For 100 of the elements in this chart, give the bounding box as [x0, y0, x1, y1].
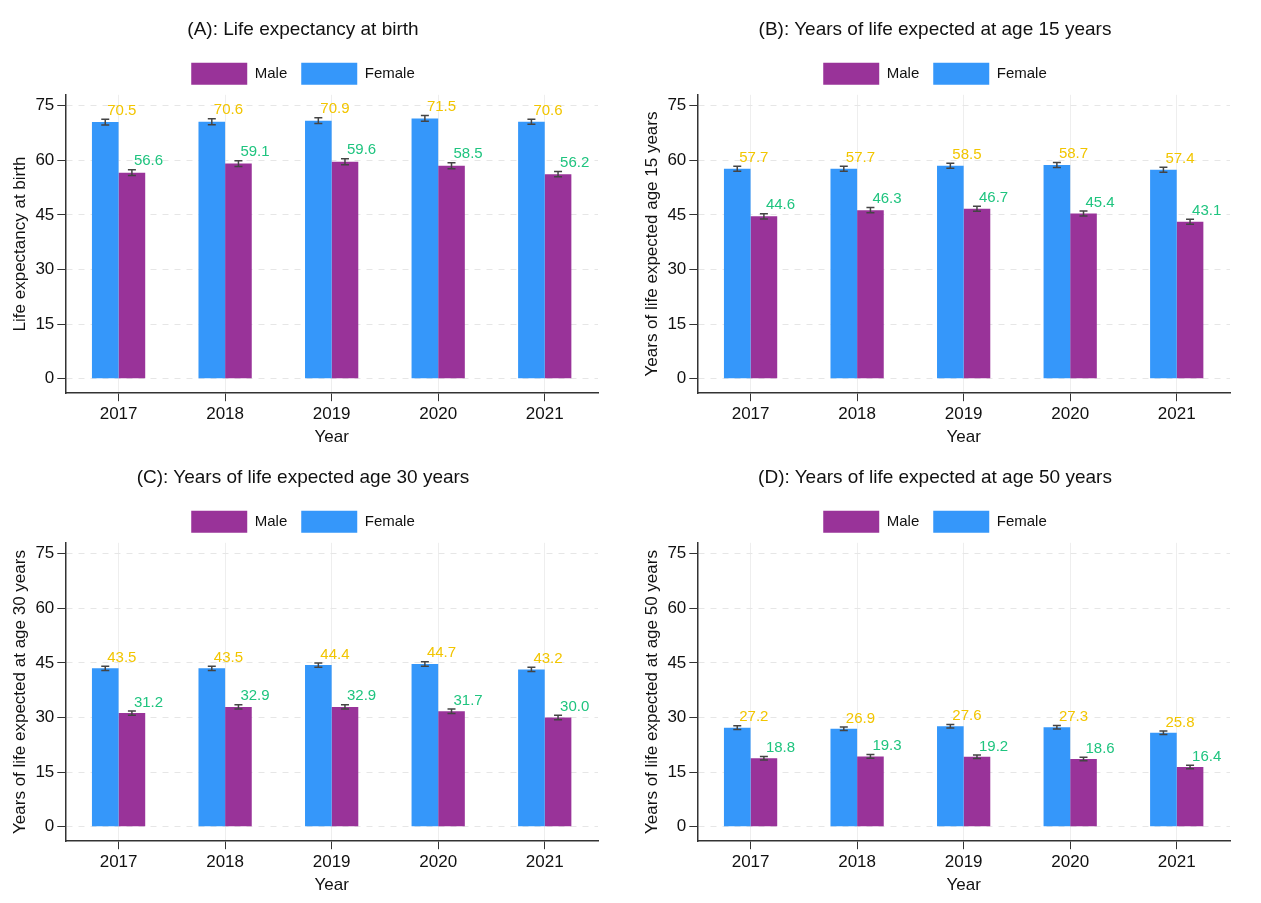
- y-tick-label: 15: [667, 761, 687, 781]
- bar: [857, 756, 884, 827]
- data-label: 25.8: [1165, 712, 1195, 730]
- y-axis-title: Years of life expected at age 30 years: [9, 550, 29, 834]
- legend-label: Female: [364, 511, 415, 529]
- bar: [750, 758, 778, 827]
- data-label: 46.3: [872, 189, 902, 207]
- bar: [1176, 221, 1204, 379]
- y-tick-label: 60: [667, 149, 687, 169]
- bar: [963, 208, 991, 379]
- y-tick-label: 0: [676, 368, 687, 388]
- y-tick-label: 15: [35, 313, 55, 333]
- y-tick-label: 30: [667, 259, 687, 279]
- y-axis-title: Years of life expected age 15 years: [641, 111, 661, 377]
- data-label: 27.6: [952, 706, 982, 724]
- data-label: 70.6: [213, 100, 243, 118]
- data-label: 18.6: [1085, 738, 1115, 756]
- legend-label: Female: [996, 511, 1047, 529]
- data-label: 44.7: [426, 643, 457, 661]
- data-label: 18.8: [765, 738, 796, 756]
- data-label: 32.9: [346, 686, 377, 704]
- y-axis-title: Years of life expected at age 50 years: [641, 550, 661, 834]
- y-tick-label: 30: [667, 707, 687, 727]
- x-tick-label: 2019: [944, 404, 983, 424]
- legend-label: Male: [886, 511, 920, 529]
- bar: [331, 706, 359, 827]
- y-tick-label: 45: [35, 204, 55, 224]
- x-axis-title: Year: [946, 427, 982, 447]
- data-label: 70.6: [533, 100, 563, 118]
- bar: [544, 717, 572, 827]
- data-label: 44.4: [320, 644, 350, 662]
- bar: [1176, 766, 1204, 827]
- bar: [857, 210, 884, 379]
- data-label: 43.1: [1192, 200, 1222, 218]
- x-tick-label: 2018: [206, 404, 245, 424]
- data-label: 43.5: [107, 647, 137, 665]
- bar: [830, 728, 858, 827]
- bar: [305, 665, 332, 827]
- y-tick-label: 0: [44, 368, 55, 388]
- x-tick-label: 2021: [525, 852, 564, 872]
- data-label: 19.3: [872, 736, 902, 754]
- bar: [225, 706, 252, 827]
- y-tick-label: 75: [667, 543, 687, 563]
- x-tick-label: 2018: [838, 852, 877, 872]
- chart-title: (A): Life expectancy at birth: [187, 17, 419, 39]
- x-tick-label: 2019: [312, 852, 351, 872]
- data-label: 58.5: [952, 144, 982, 162]
- bar: [1150, 169, 1177, 379]
- bar: [331, 161, 359, 379]
- bar: [518, 669, 545, 827]
- y-tick-label: 60: [667, 597, 687, 617]
- data-label: 31.7: [453, 690, 483, 708]
- bar: [438, 165, 465, 379]
- data-label: 27.2: [739, 707, 769, 725]
- data-label: 32.9: [240, 686, 270, 704]
- x-tick-label: 2021: [1157, 852, 1196, 872]
- x-tick-label: 2020: [419, 852, 458, 872]
- x-axis-title: Year: [314, 875, 350, 895]
- bar: [1070, 213, 1097, 379]
- data-label: 57.7: [845, 147, 875, 165]
- data-label: 70.9: [320, 99, 350, 117]
- data-label: 59.1: [240, 142, 270, 160]
- x-tick-label: 2017: [731, 404, 770, 424]
- y-tick-label: 75: [35, 95, 55, 115]
- data-label: 71.5: [426, 97, 457, 115]
- data-label: 56.2: [560, 153, 590, 171]
- bar: [723, 168, 751, 379]
- bar: [91, 668, 119, 827]
- legend-label: Male: [254, 63, 288, 81]
- x-tick-label: 2018: [206, 852, 245, 872]
- data-label: 30.0: [560, 696, 590, 714]
- x-tick-label: 2017: [99, 852, 138, 872]
- x-tick-label: 2021: [1157, 404, 1196, 424]
- data-label: 58.5: [453, 144, 483, 162]
- y-tick-label: 45: [35, 652, 55, 672]
- legend-label: Male: [254, 511, 288, 529]
- bar: [411, 118, 439, 379]
- bar: [438, 711, 465, 827]
- x-tick-label: 2020: [419, 404, 458, 424]
- data-label: 57.4: [1165, 148, 1195, 166]
- bar: [1070, 758, 1097, 827]
- y-tick-label: 75: [35, 543, 55, 563]
- y-tick-label: 45: [667, 204, 687, 224]
- bar: [1043, 165, 1071, 379]
- y-tick-label: 75: [667, 95, 687, 115]
- x-axis-title: Year: [314, 427, 350, 447]
- x-tick-label: 2018: [838, 404, 877, 424]
- data-label: 43.2: [533, 648, 563, 666]
- x-tick-label: 2020: [1051, 852, 1090, 872]
- x-tick-label: 2017: [731, 852, 770, 872]
- data-label: 43.5: [213, 647, 243, 665]
- y-tick-label: 0: [44, 816, 55, 836]
- data-label: 45.4: [1085, 192, 1115, 210]
- bar: [830, 168, 858, 379]
- bar: [118, 172, 146, 379]
- data-label: 58.7: [1058, 144, 1089, 162]
- x-tick-label: 2019: [312, 404, 351, 424]
- bar: [937, 726, 964, 827]
- bar: [750, 216, 778, 379]
- data-label: 57.7: [739, 147, 769, 165]
